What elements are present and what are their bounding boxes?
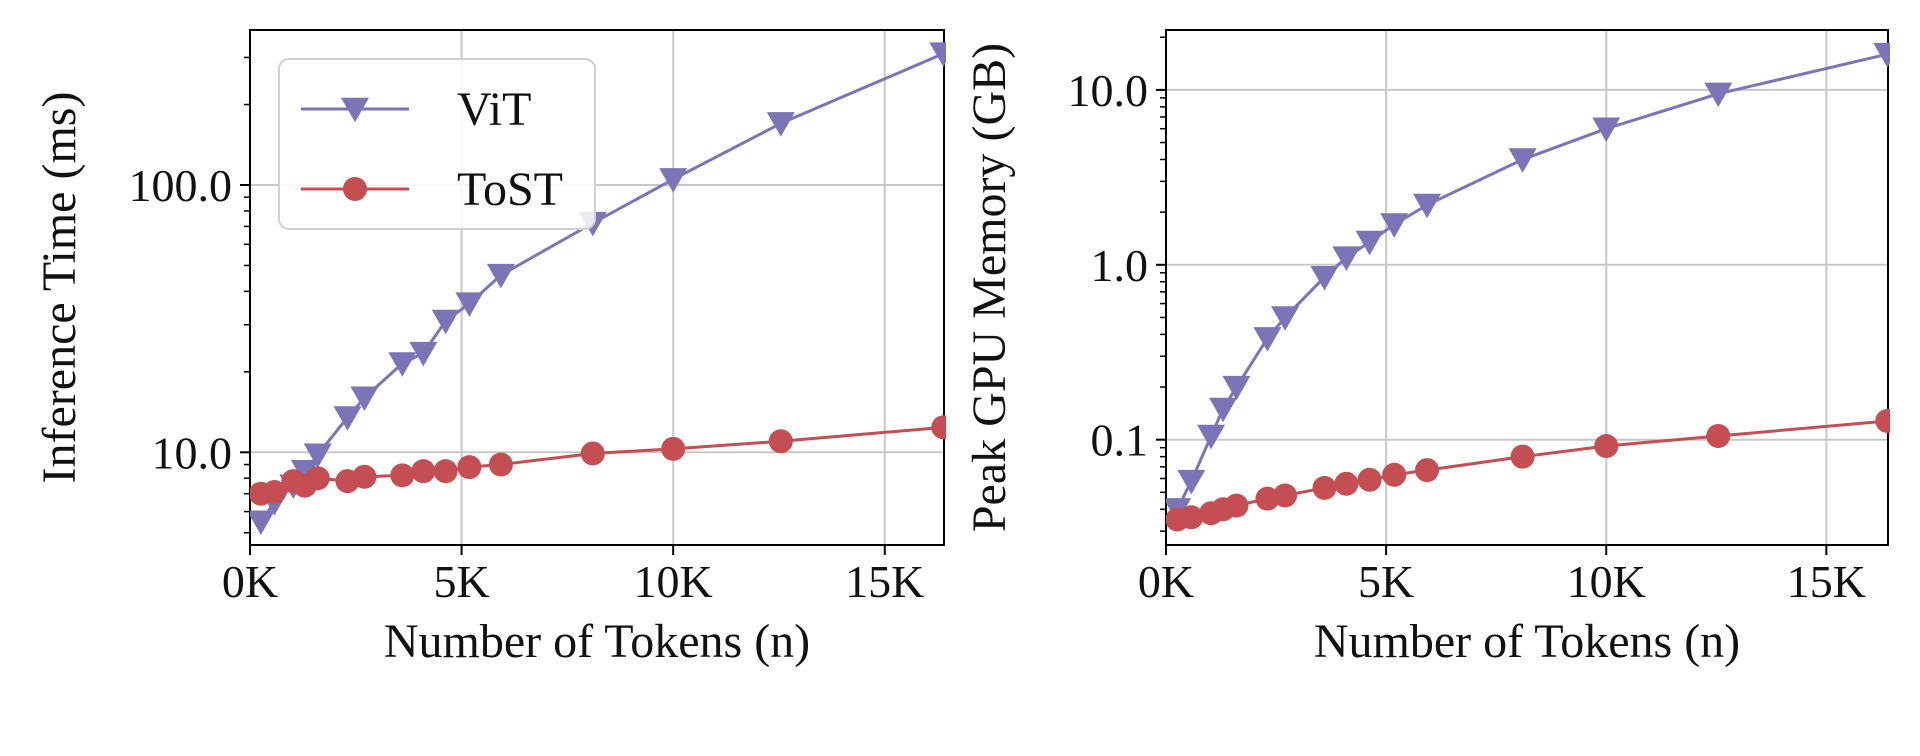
data-point-vit xyxy=(1197,424,1226,450)
data-point-tost xyxy=(433,459,458,484)
data-point-vit xyxy=(350,386,379,412)
data-point-vit xyxy=(1209,397,1238,423)
data-point-vit xyxy=(1332,246,1361,271)
data-point-tost xyxy=(931,415,946,440)
y-tick-label: 10.0 xyxy=(1068,65,1149,116)
plot-area xyxy=(1166,42,1890,532)
data-point-vit xyxy=(659,168,688,193)
data-point-tost xyxy=(411,459,436,484)
x-tick-label: 0K xyxy=(1138,556,1194,607)
data-point-vit xyxy=(1508,148,1537,173)
data-point-tost xyxy=(1179,505,1204,530)
x-axis-label: Number of Tokens (n) xyxy=(384,615,810,668)
data-point-tost xyxy=(262,480,287,505)
x-tick-label: 0K xyxy=(222,556,278,607)
data-point-vit xyxy=(1380,213,1409,238)
data-point-tost xyxy=(390,463,415,488)
y-axis-label: Peak GPU Memory (GB) xyxy=(963,43,1016,532)
inference-time-chart: 0K 5K 10K 15K 10.0 100.0 Number of Tokens (n) I… xyxy=(33,29,946,668)
data-point-tost xyxy=(1334,471,1359,496)
x-tick-label: 10K xyxy=(1567,556,1646,607)
data-point-tost xyxy=(1382,462,1407,487)
data-point-vit xyxy=(303,443,332,468)
data-point-vit xyxy=(1177,469,1206,495)
y-tick-label: 100.0 xyxy=(129,160,233,211)
y-axis-label: Inference Time (ms) xyxy=(33,92,86,484)
data-point-vit xyxy=(1355,230,1384,256)
data-point-vit xyxy=(1413,193,1442,219)
legend-label-tost: ToST xyxy=(457,163,563,216)
legend-marker xyxy=(343,177,367,201)
data-point-tost xyxy=(1273,483,1298,508)
data-point-vit xyxy=(1222,375,1251,401)
data-point-tost xyxy=(1594,434,1619,459)
data-point-vit xyxy=(486,263,515,289)
data-point-tost xyxy=(768,429,793,454)
legend-marker xyxy=(341,97,369,123)
y-tick-label: 0.1 xyxy=(1091,415,1149,466)
x-tick-label: 5K xyxy=(433,556,489,607)
data-point-vit xyxy=(1253,327,1282,352)
data-point-tost xyxy=(1415,458,1440,483)
data-point-vit xyxy=(431,309,460,335)
data-point-vit xyxy=(1704,82,1733,108)
data-point-tost xyxy=(305,466,330,491)
data-point-tost xyxy=(352,464,377,489)
data-point-tost xyxy=(1224,493,1249,518)
x-tick-label: 5K xyxy=(1358,556,1414,607)
data-point-vit xyxy=(333,406,362,431)
gpu-memory-chart: 0K 5K 10K 15K 0.1 1.0 10.0 Number of Tokens (n)… xyxy=(963,29,1890,668)
plot-area xyxy=(250,42,946,536)
data-point-vit xyxy=(1873,42,1890,68)
series-line-vit xyxy=(1175,52,1888,510)
data-point-vit xyxy=(929,42,946,67)
data-point-tost xyxy=(457,455,482,480)
data-point-tost xyxy=(580,441,605,466)
data-point-tost xyxy=(488,452,513,477)
data-point-tost xyxy=(1875,408,1890,433)
data-point-vit xyxy=(766,112,795,137)
data-point-vit xyxy=(388,352,417,377)
plot-frame xyxy=(249,29,945,546)
data-point-tost xyxy=(1357,467,1382,492)
x-axis-label: Number of Tokens (n) xyxy=(1314,615,1740,668)
data-point-tost xyxy=(661,436,686,461)
y-tick-label: 1.0 xyxy=(1091,240,1149,291)
data-point-tost xyxy=(1312,475,1337,500)
plot-frame xyxy=(1165,29,1889,546)
data-point-vit xyxy=(290,459,319,485)
data-point-vit xyxy=(1271,306,1300,331)
x-tick-label: 15K xyxy=(845,556,924,607)
data-point-vit xyxy=(250,510,275,536)
x-tick-label: 10K xyxy=(634,556,713,607)
legend-label-vit: ViT xyxy=(457,83,531,136)
data-point-vit xyxy=(1592,117,1621,142)
data-point-tost xyxy=(1510,444,1535,469)
y-tick-label: 10.0 xyxy=(152,427,233,478)
data-point-tost xyxy=(1706,423,1731,448)
data-point-vit xyxy=(409,341,438,367)
data-point-vit xyxy=(455,292,484,317)
x-tick-label: 15K xyxy=(1787,556,1866,607)
data-point-vit xyxy=(1310,265,1339,291)
